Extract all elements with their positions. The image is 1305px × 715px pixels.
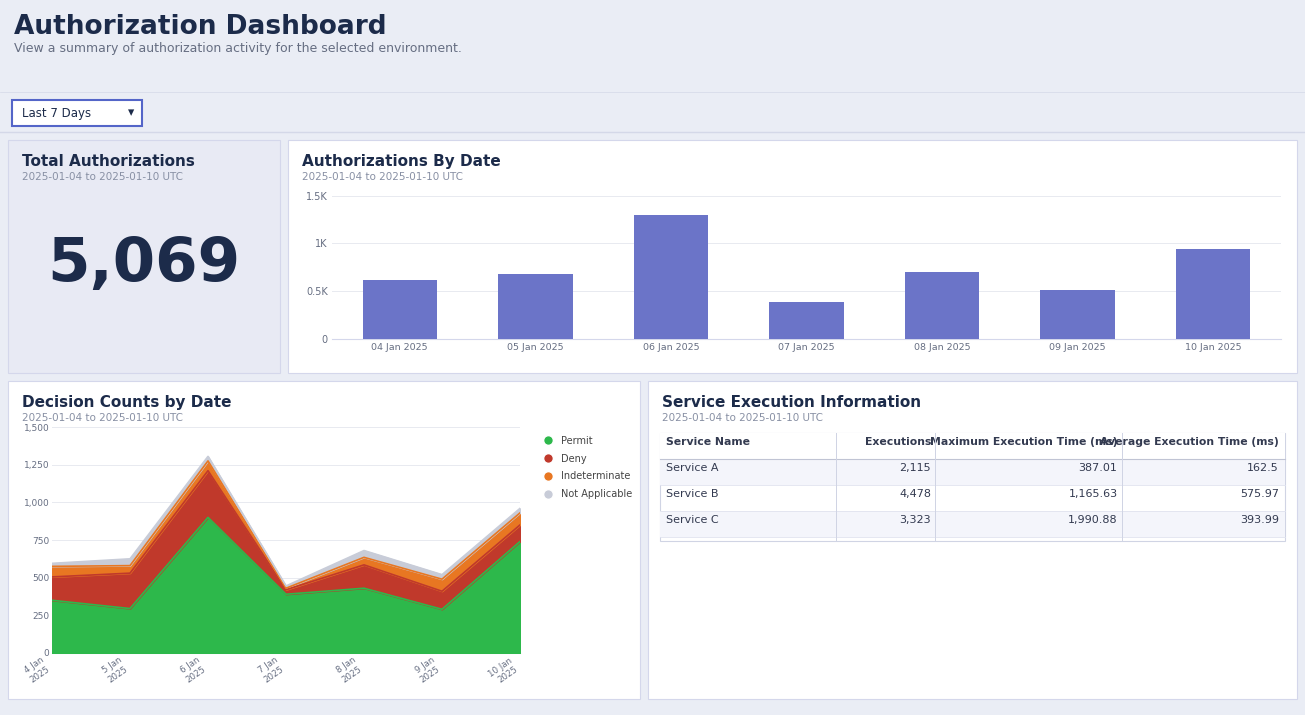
Text: 2025-01-04 to 2025-01-10 UTC: 2025-01-04 to 2025-01-10 UTC [301,172,463,182]
Text: Service Name: Service Name [666,437,750,447]
Legend: Permit, Deny, Indeterminate, Not Applicable: Permit, Deny, Indeterminate, Not Applica… [534,432,637,503]
Text: Authorizations By Date: Authorizations By Date [301,154,501,169]
Text: 1,165.63: 1,165.63 [1069,489,1117,499]
Text: Maximum Execution Time (ms): Maximum Execution Time (ms) [930,437,1117,447]
Bar [660,511,1285,537]
Bar [363,280,437,339]
Text: Executions: Executions [865,437,932,447]
Text: Service A: Service A [666,463,719,473]
Text: ▾: ▾ [128,107,134,119]
Bar [660,459,1285,485]
Text: 162.5: 162.5 [1248,463,1279,473]
Bar [660,433,1285,541]
Text: 2,115: 2,115 [899,463,932,473]
Text: Service C: Service C [666,515,719,525]
Bar [1040,290,1114,339]
Bar [8,140,281,373]
Text: 2025-01-04 to 2025-01-10 UTC: 2025-01-04 to 2025-01-10 UTC [662,413,823,423]
Bar [0,0,1305,92]
Text: 393.99: 393.99 [1240,515,1279,525]
Bar [634,214,709,339]
Bar [0,92,1305,132]
Bar [660,433,1285,459]
Text: 2025-01-04 to 2025-01-10 UTC: 2025-01-04 to 2025-01-10 UTC [22,413,183,423]
Text: 575.97: 575.97 [1240,489,1279,499]
Text: 5,069: 5,069 [47,235,240,294]
Bar [769,302,844,339]
Text: 3,323: 3,323 [899,515,932,525]
Text: Last 7 Days: Last 7 Days [22,107,91,119]
Bar [12,100,142,126]
Text: Authorization Dashboard: Authorization Dashboard [14,14,386,40]
Bar [1176,249,1250,339]
Bar [904,272,979,339]
Text: Average Execution Time (ms): Average Execution Time (ms) [1100,437,1279,447]
Text: Total Authorizations: Total Authorizations [22,154,194,169]
Text: Decision Counts by Date: Decision Counts by Date [22,395,231,410]
Text: 4,478: 4,478 [899,489,932,499]
Text: 1,990.88: 1,990.88 [1067,515,1117,525]
Text: 2025-01-04 to 2025-01-10 UTC: 2025-01-04 to 2025-01-10 UTC [22,172,183,182]
Text: View a summary of authorization activity for the selected environment.: View a summary of authorization activity… [14,42,462,55]
Bar [649,381,1297,699]
Text: 387.01: 387.01 [1079,463,1117,473]
Text: Service B: Service B [666,489,719,499]
Text: Service Execution Information: Service Execution Information [662,395,921,410]
Bar [499,274,573,339]
Bar [8,381,639,699]
Bar [288,140,1297,373]
